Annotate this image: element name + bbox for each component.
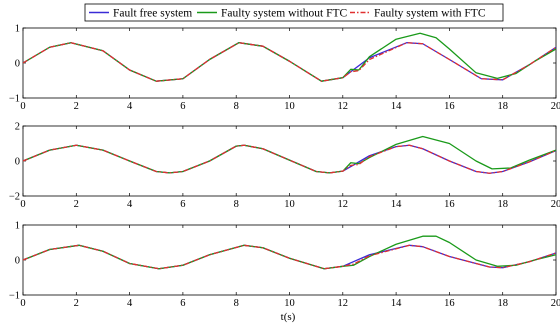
x-tick-label: 0 [20, 101, 25, 112]
legend-label-2: Faulty system without FTC [221, 8, 348, 20]
x-tick-label: 14 [391, 101, 402, 112]
x-tick-label: 16 [444, 101, 455, 112]
x-tick-label: 0 [20, 298, 25, 309]
x-tick-label: 6 [180, 101, 185, 112]
x-tick-label: 4 [127, 199, 133, 210]
legend-label-1: Fault free system [113, 8, 192, 20]
x-tick-label: 18 [497, 298, 508, 309]
legend-box [84, 3, 504, 22]
x-tick-label: 2 [74, 298, 79, 309]
series-line-3 [23, 144, 556, 174]
x-tick-label: 20 [551, 298, 560, 309]
x-tick-label: 6 [180, 298, 185, 309]
x-tick-label: 12 [338, 298, 349, 309]
x-tick-label: 4 [127, 101, 133, 112]
x-tick-label: 8 [234, 199, 239, 210]
x-tick-label: 2 [74, 101, 79, 112]
y-tick-label: 1 [15, 221, 20, 232]
series-line-1 [23, 144, 556, 174]
series-line-2 [23, 32, 556, 82]
y-tick-label: −1 [9, 291, 20, 302]
x-tick-label: 16 [444, 298, 455, 309]
x-tick-label: 14 [391, 199, 402, 210]
x-tick-label: 8 [234, 101, 239, 112]
x-axis-label: t(s) [281, 311, 296, 323]
axes-frame [22, 27, 557, 99]
series-line-1 [23, 244, 556, 270]
series-line-3 [23, 244, 556, 270]
legend-label-3: Faulty system with FTC [374, 8, 486, 20]
y-tick-label: −1 [9, 94, 20, 105]
y-tick-label: 1 [15, 24, 20, 35]
x-tick-label: 8 [234, 298, 239, 309]
x-tick-label: 12 [338, 199, 349, 210]
x-tick-label: 14 [391, 298, 402, 309]
x-tick-label: 16 [444, 199, 455, 210]
x-tick-label: 10 [284, 101, 295, 112]
x-tick-label: 12 [338, 101, 349, 112]
x-tick-label: 18 [497, 199, 508, 210]
x-tick-label: 6 [180, 199, 185, 210]
y-tick-label: −2 [9, 192, 20, 203]
legend: Fault free system Faulty system without F… [84, 3, 504, 22]
y-tick-label: 0 [15, 157, 20, 168]
x-tick-label: 18 [497, 101, 508, 112]
series-line-3 [23, 42, 556, 82]
series-line-2 [23, 135, 556, 174]
y-tick-label: 0 [15, 256, 20, 267]
x-tick-label: 10 [284, 199, 295, 210]
x-tick-label: 4 [127, 298, 133, 309]
x-tick-label: 20 [551, 199, 560, 210]
x-tick-label: 2 [74, 199, 79, 210]
y-tick-label: 2 [15, 122, 20, 133]
x-tick-label: 10 [284, 298, 295, 309]
x-tick-label: 0 [20, 199, 25, 210]
y-tick-label: 0 [15, 59, 20, 70]
x-tick-label: 20 [551, 101, 560, 112]
